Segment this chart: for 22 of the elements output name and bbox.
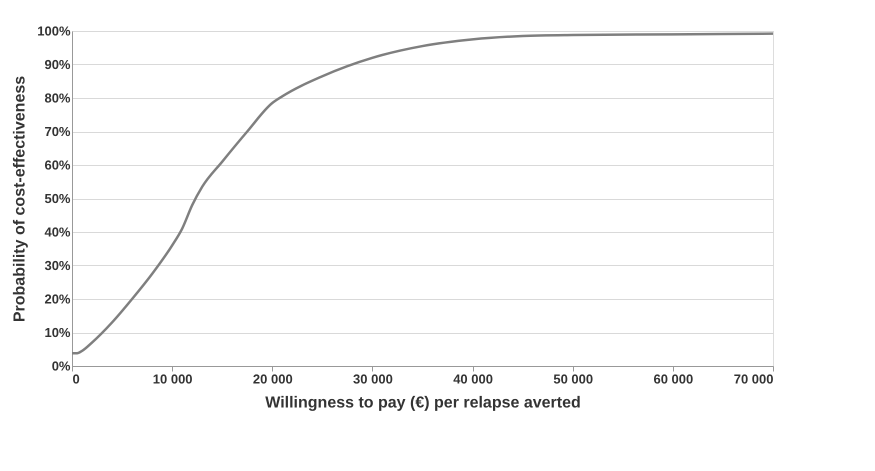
y-tick-label: 50% xyxy=(44,191,71,206)
x-tick-label: 0 xyxy=(72,372,80,386)
x-tick-label: 20 000 xyxy=(252,372,293,386)
x-tick-label: 10 000 xyxy=(152,372,193,386)
x-axis-title: Willingness to pay (€) per relapse averted xyxy=(265,394,581,412)
x-tick-label: 30 000 xyxy=(353,372,393,386)
line-series xyxy=(70,32,774,355)
y-tick-label: 100% xyxy=(37,24,71,38)
y-tick-label: 60% xyxy=(44,158,71,172)
y-tick-label: 70% xyxy=(44,124,71,139)
y-tick-label: 90% xyxy=(44,57,71,72)
y-axis-title: Probability of cost-effectiveness xyxy=(11,76,28,322)
x-tick-label: 50 000 xyxy=(553,372,594,386)
y-tick-label: 80% xyxy=(44,90,71,106)
y-tick-label: 30% xyxy=(44,258,71,273)
x-tick-label: 40 000 xyxy=(453,372,493,386)
y-tick-label: 0% xyxy=(52,358,71,374)
y-tick-label: 10% xyxy=(44,325,71,340)
y-tick-label: 40% xyxy=(44,224,71,240)
x-tick-label: 60 000 xyxy=(653,372,694,386)
x-tick-label: 70 000 xyxy=(734,372,774,386)
y-tick-label: 20% xyxy=(44,292,71,306)
